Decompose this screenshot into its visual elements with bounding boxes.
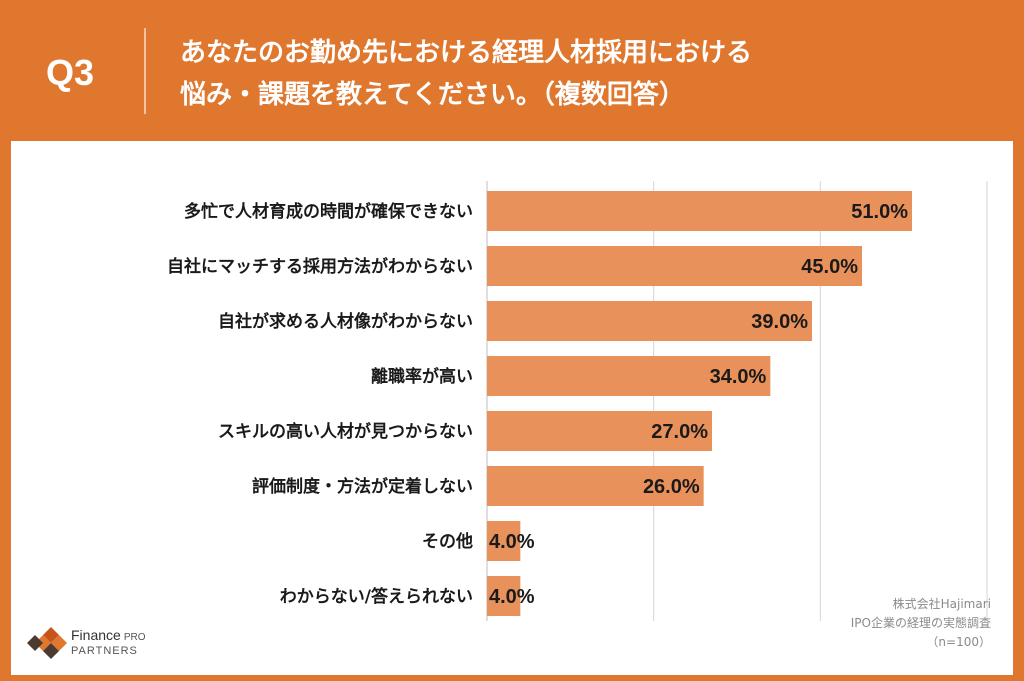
value-label: 45.0% [801,256,858,278]
bar [487,191,912,231]
title-line-2: 悩み・課題を教えてください。（複数回答） [180,80,685,110]
source-sample-size: （n=100） [926,635,991,649]
title-line-1: あなたのお勤め先における経理人材採用における [180,38,753,68]
logo-pro-text: PRO [123,632,146,643]
category-label: 離職率が高い [371,366,473,387]
bar-chart: 多忙で人材育成の時間が確保できない 51.0% 自社にマッチする採用方法がわからない… [167,181,988,621]
logo-mark-icon [27,627,67,659]
bar [487,521,521,561]
chart-panel: 多忙で人材育成の時間が確保できない 51.0% 自社にマッチする採用方法がわからない… [11,141,1013,675]
value-label: 4.0% [489,586,535,608]
bar [487,411,712,451]
category-label: 評価制度・方法が定着しない [252,476,473,497]
value-label: 39.0% [751,311,808,333]
category-label: その他 [422,531,473,552]
logo-name: Finance PRO [71,627,145,643]
source-company: 株式会社Hajimari [892,597,991,611]
category-label: わからない/答えられない [280,586,473,607]
bar [487,246,862,286]
header: Q3 あなたのお勤め先における経理人材採用における 悩み・課題を教えてください。… [0,0,1024,140]
logo-subtitle: PARTNERS [71,645,138,657]
source-survey: IPO企業の経理の実態調査 [850,616,991,630]
value-label: 26.0% [643,476,700,498]
bar [487,576,521,616]
header-divider [144,28,146,114]
category-label: 自社が求める人材像がわからない [218,311,473,332]
bar [487,301,812,341]
category-label: 多忙で人材育成の時間が確保できない [184,201,473,222]
bar [487,466,704,506]
value-label: 4.0% [489,531,535,553]
question-number: Q3 [46,52,95,93]
finance-pro-partners-logo: Finance PRO PARTNERS [23,619,193,669]
value-label: 27.0% [651,421,708,443]
value-label: 51.0% [851,201,908,223]
value-label: 34.0% [710,366,767,388]
bar [487,356,771,396]
category-label: 自社にマッチする採用方法がわからない [167,256,473,277]
category-label: スキルの高い人材が見つからない [218,421,473,442]
source-note: 株式会社Hajimari IPO企業の経理の実態調査 （n=100） [851,595,991,652]
logo-name-text: Finance [71,627,121,643]
